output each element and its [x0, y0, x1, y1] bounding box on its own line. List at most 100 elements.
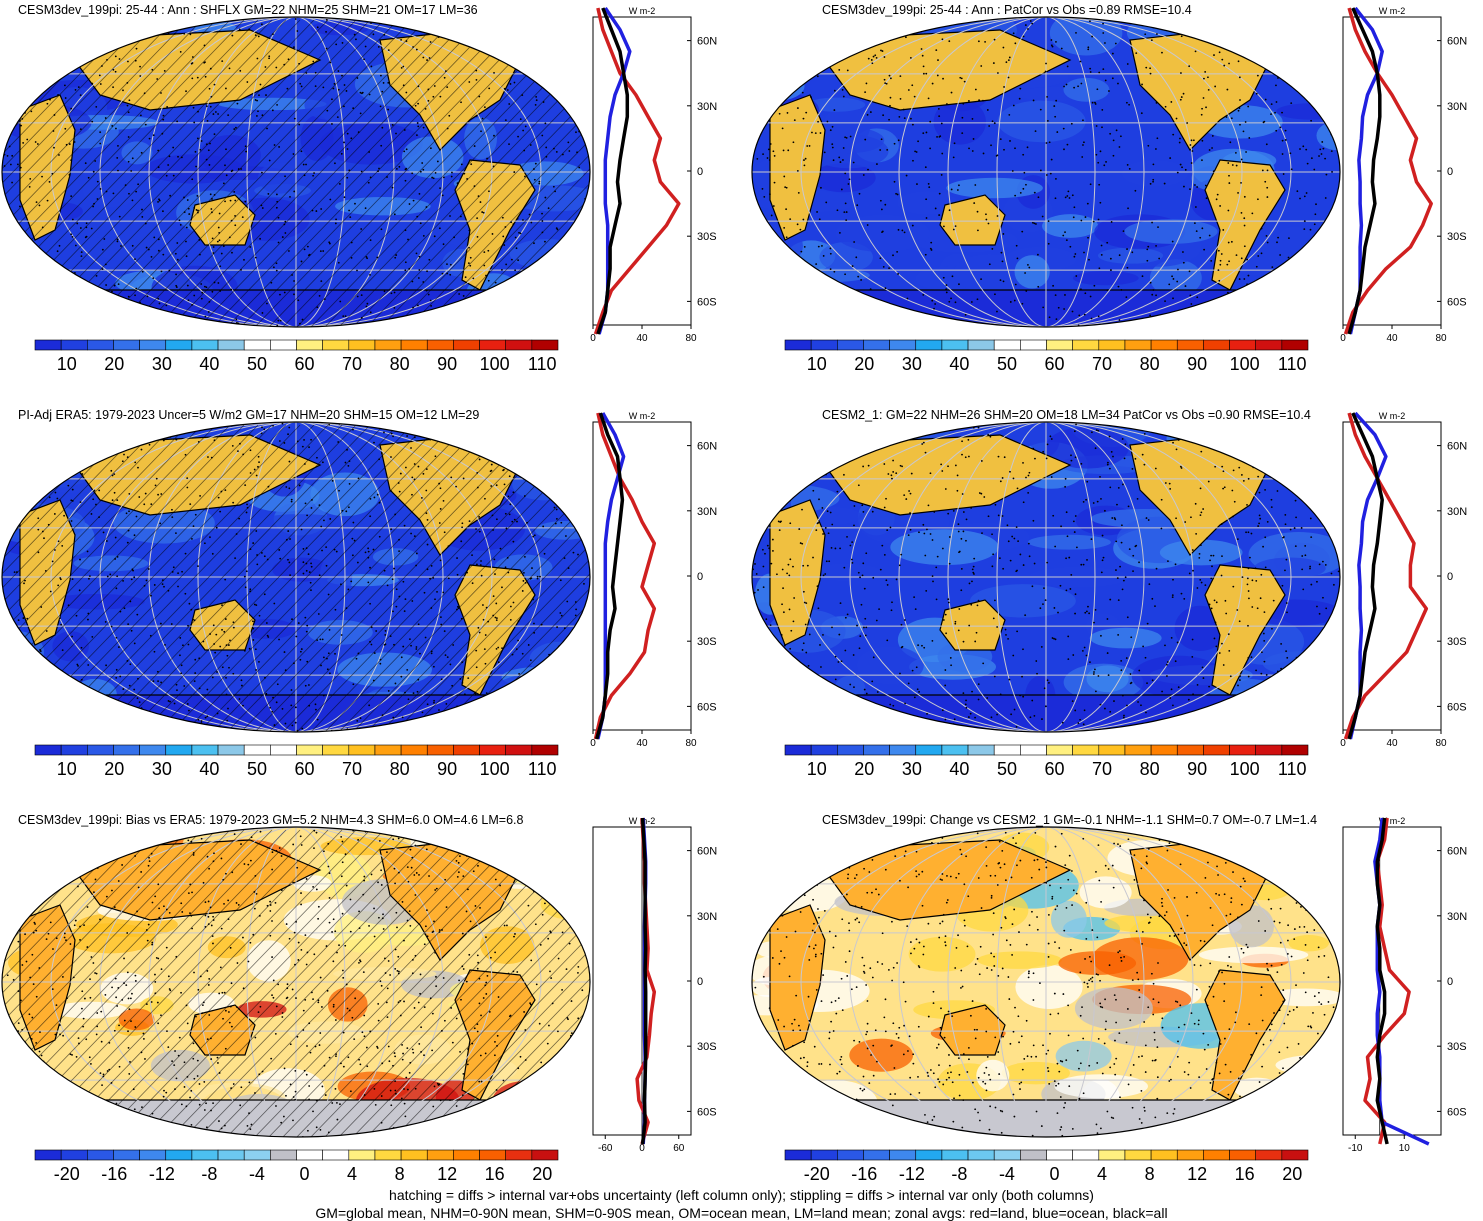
- zonal-xtick-label: 80: [1435, 333, 1447, 344]
- colorbar-label: -4: [999, 1164, 1015, 1184]
- colorbar-swatch: [1020, 339, 1047, 351]
- colorbar-swatch: [1098, 339, 1126, 351]
- panel-title: CESM2_1: GM=22 NHM=26 SHM=20 OM=18 LM=34…: [822, 408, 1311, 422]
- panel-1: CESM3dev_199pi: 25-44 : Ann : SHFLX GM=2…: [0, 0, 733, 400]
- colorbar-swatch: [34, 744, 62, 756]
- colorbar-label: 80: [1140, 354, 1160, 374]
- colorbar-label: 40: [199, 759, 219, 779]
- colorbar-label: 0: [1049, 1164, 1059, 1184]
- colorbar-swatch: [34, 339, 62, 351]
- colorbar-swatch: [296, 744, 323, 756]
- colorbar-swatch: [453, 1149, 480, 1161]
- map-gridlines: [752, 17, 1340, 327]
- panel-graphics: 10 20 30 40 50 60 70 80 90 100 110 W m-2 60N 30N 0 30S 6…: [751, 411, 1467, 779]
- zonal-unit: W m-2: [629, 6, 656, 16]
- colorbar-swatch: [243, 1149, 271, 1161]
- colorbar-swatch: [1020, 1149, 1047, 1161]
- map-border: [751, 16, 1341, 328]
- zonal-ytick-label: 60S: [1447, 701, 1467, 713]
- colorbar-label: -16: [101, 1164, 127, 1184]
- zonal-line-land: [593, 7, 681, 335]
- colorbar: -20 -16 -12 -8 -4 0 4 8 12 16 20: [34, 1149, 559, 1184]
- colorbar: -20 -16 -12 -8 -4 0 4 8 12 16 20: [784, 1149, 1309, 1184]
- colorbar-swatch: [1072, 1149, 1100, 1161]
- zonal-ytick-label: 30N: [1447, 911, 1467, 923]
- map: [751, 421, 1341, 733]
- zonal-line-all: [1347, 7, 1382, 335]
- zonal-ytick-label: 0: [1447, 976, 1453, 988]
- zonal-line-all: [596, 7, 630, 335]
- zonal-ytick-label: 60S: [697, 1106, 717, 1118]
- colorbar-swatch: [139, 744, 167, 756]
- colorbar-label: 16: [1235, 1164, 1255, 1184]
- zonal-ytick-label: 30S: [697, 231, 717, 243]
- continent-outline: [752, 1099, 1340, 1137]
- colorbar-label: 80: [1140, 759, 1160, 779]
- colorbar-swatch: [1150, 1149, 1178, 1161]
- colorbar-label: 110: [1278, 354, 1307, 374]
- colorbar-label: 20: [1282, 1164, 1302, 1184]
- colorbar-label: 30: [152, 354, 172, 374]
- colorbar-swatch: [505, 339, 533, 351]
- colorbar-label: 20: [532, 1164, 552, 1184]
- map: [1, 826, 591, 1138]
- footer-line-2: GM=global mean, NHM=0-90N mean, SHM=0-90…: [315, 1205, 1168, 1221]
- colorbar-swatch: [505, 744, 533, 756]
- colorbar-swatch: [784, 339, 812, 351]
- colorbar-label: 12: [1187, 1164, 1207, 1184]
- zonal-ytick-label: 60N: [697, 441, 717, 453]
- colorbar-label: 30: [902, 759, 922, 779]
- map-gridlines: [752, 827, 1340, 1137]
- continent-outline: [752, 694, 1340, 732]
- colorbar-label: 30: [902, 354, 922, 374]
- colorbar-swatch: [1255, 744, 1283, 756]
- colorbar-swatch: [270, 744, 297, 756]
- zonal-mean-plot: W m-2 60N 30N 0 30S 60S 0 40 80: [1340, 6, 1467, 344]
- stippling: [2, 17, 590, 327]
- colorbar: 10 20 30 40 50 60 70 80 90 100 110: [784, 339, 1309, 374]
- continent-outline: [58, 29, 322, 111]
- colorbar-label: 10: [57, 354, 77, 374]
- colorbar-label: 50: [997, 759, 1017, 779]
- colorbar-label: 80: [390, 759, 410, 779]
- map-border: [1, 16, 591, 328]
- colorbar-swatch: [400, 744, 428, 756]
- zonal-ytick-label: 30S: [697, 1041, 717, 1053]
- colorbar-swatch: [374, 339, 402, 351]
- colorbar: 10 20 30 40 50 60 70 80 90 100 110: [784, 744, 1309, 779]
- colorbar: 10 20 30 40 50 60 70 80 90 100 110: [34, 339, 559, 374]
- colorbar-swatch: [993, 1149, 1021, 1161]
- colorbar-swatch: [863, 1149, 890, 1161]
- colorbar-label: 40: [199, 354, 219, 374]
- map-border: [1, 826, 591, 1138]
- map-border: [751, 826, 1341, 1138]
- continent-outline: [2, 1099, 590, 1137]
- zonal-line-all: [1375, 817, 1389, 1145]
- colorbar-swatch: [915, 744, 943, 756]
- map: [751, 826, 1341, 1138]
- colorbar-label: 20: [854, 354, 874, 374]
- colorbar-swatch: [1098, 1149, 1126, 1161]
- panel-5: CESM3dev_199pi: Bias vs ERA5: 1979-2023 …: [0, 810, 733, 1210]
- colorbar-label: 60: [1044, 759, 1064, 779]
- zonal-xtick-label: 80: [685, 333, 697, 344]
- colorbar-swatch: [993, 744, 1021, 756]
- colorbar-label: 100: [1230, 759, 1260, 779]
- colorbar-label: 50: [997, 354, 1017, 374]
- colorbar-swatch: [426, 1149, 454, 1161]
- colorbar-swatch: [1150, 744, 1178, 756]
- colorbar-label: 20: [854, 759, 874, 779]
- colorbar-swatch: [1176, 339, 1204, 351]
- colorbar-label: 80: [390, 354, 410, 374]
- colorbar-label: 16: [485, 1164, 505, 1184]
- colorbar-label: 8: [1145, 1164, 1155, 1184]
- panel-4: CESM2_1: GM=22 NHM=26 SHM=20 OM=18 LM=34…: [750, 405, 1483, 805]
- colorbar-swatch: [837, 744, 864, 756]
- continent-outline: [769, 904, 826, 1051]
- colorbar-swatch: [1046, 339, 1073, 351]
- colorbar-swatch: [165, 1149, 193, 1161]
- zonal-line-land: [593, 412, 657, 740]
- colorbar-swatch: [296, 339, 323, 351]
- colorbar-label: 90: [1187, 354, 1207, 374]
- map-border: [751, 421, 1341, 733]
